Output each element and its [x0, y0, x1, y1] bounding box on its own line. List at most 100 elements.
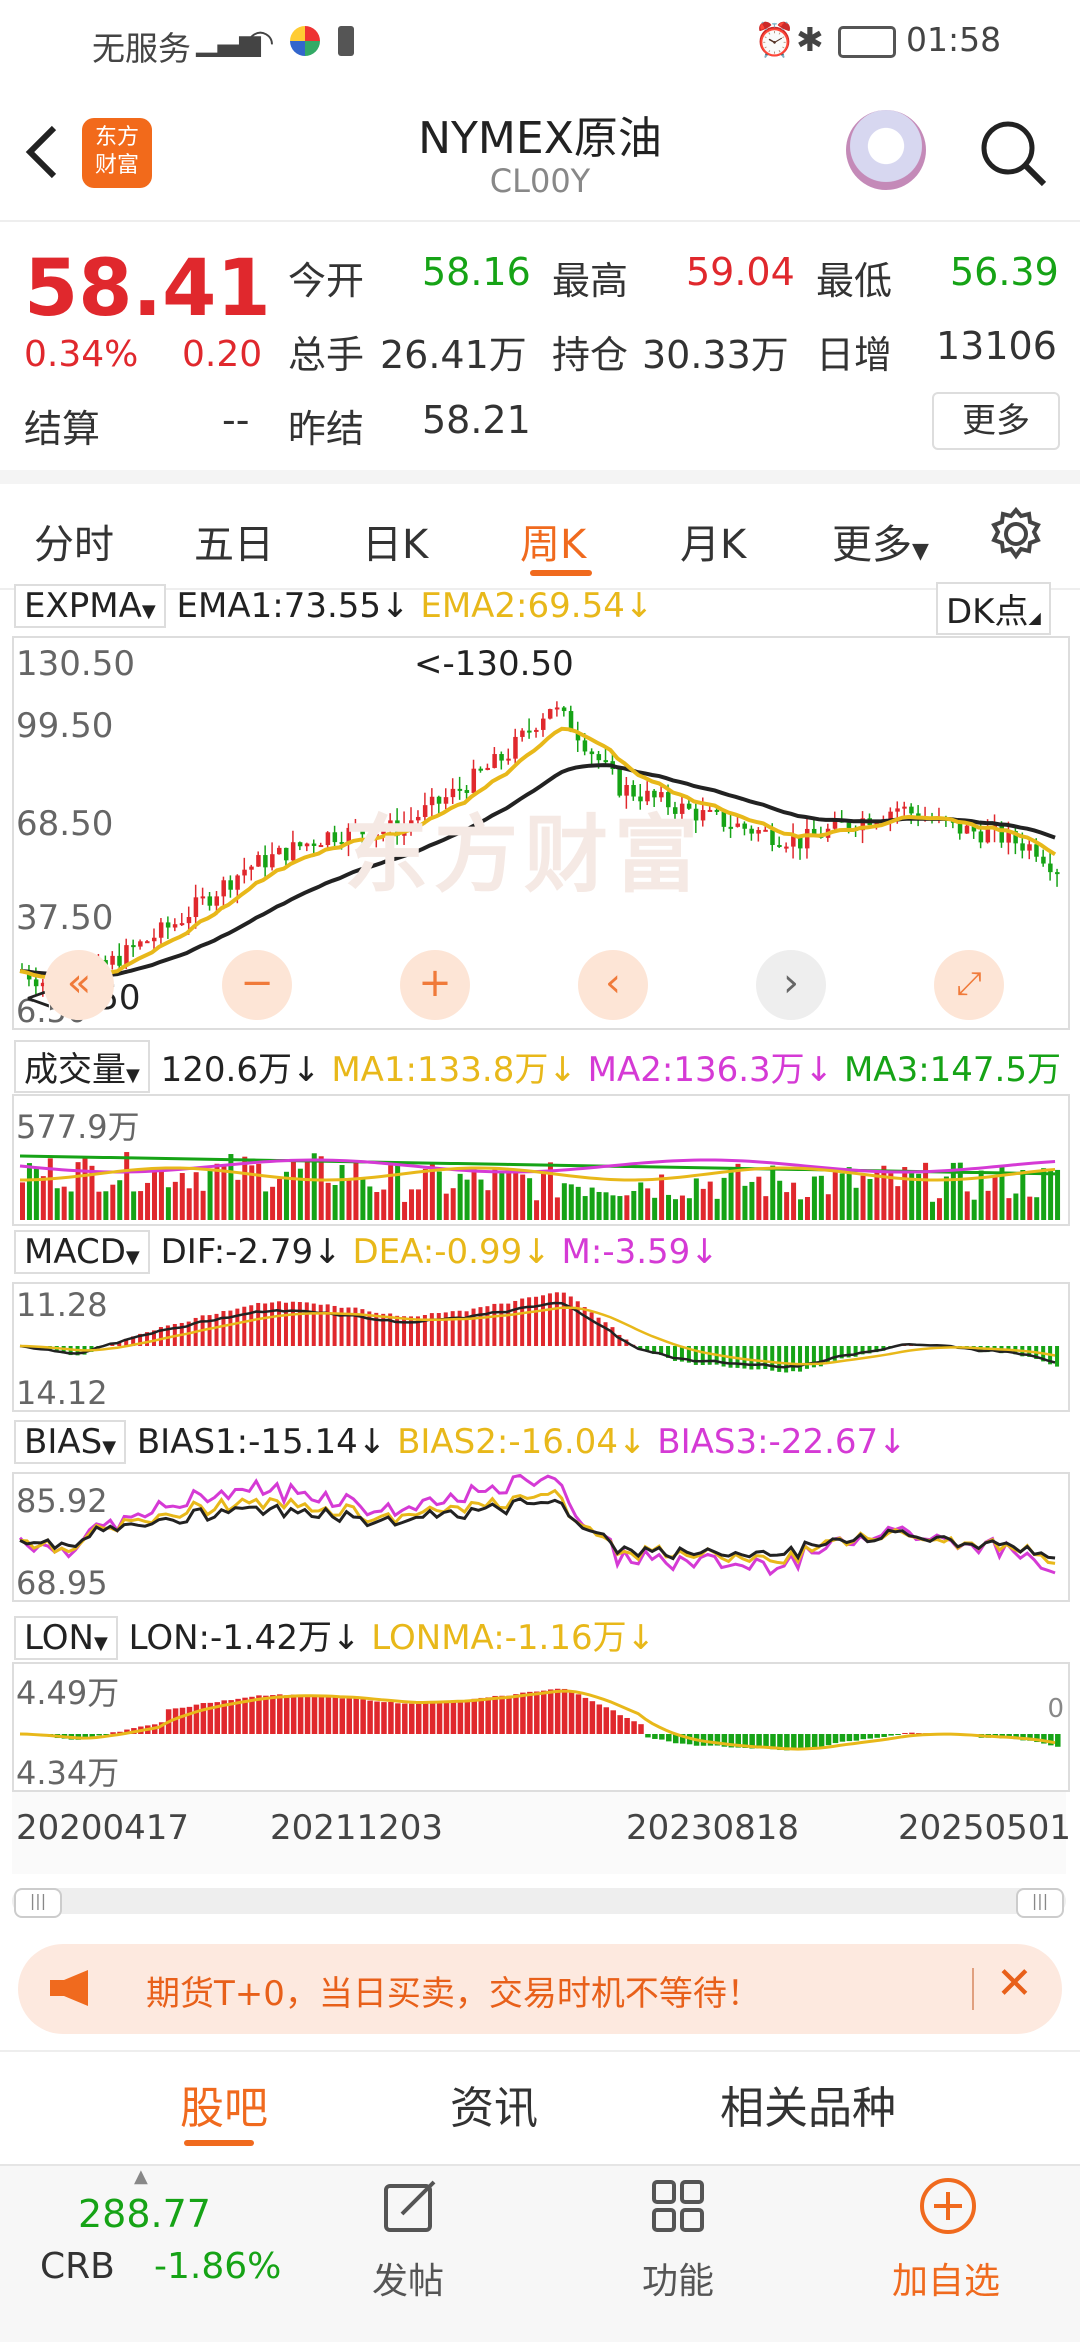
volume-bar	[103, 1191, 108, 1220]
volume-indicator-select[interactable]: 成交量▼	[14, 1040, 150, 1093]
crb-value[interactable]: 288.77	[78, 2192, 211, 2236]
volume-bar	[520, 1175, 525, 1220]
tab-monthly-k[interactable]: 月K	[680, 512, 746, 570]
candle-body	[763, 830, 768, 832]
volume-bar	[881, 1166, 886, 1220]
functions-grid-icon[interactable]	[648, 2176, 708, 2236]
tab-five-day[interactable]: 五日	[194, 512, 274, 570]
volume-bar	[402, 1202, 407, 1220]
lon-bar	[805, 1734, 811, 1748]
volume-bar	[770, 1166, 775, 1220]
lon-zero-label: 0	[1047, 1694, 1064, 1724]
more-button[interactable]: 更多	[932, 392, 1060, 450]
macd-svg	[14, 1284, 1068, 1410]
macd-indicator-select[interactable]: MACD▼	[14, 1230, 150, 1274]
volume-bar	[826, 1194, 831, 1220]
add-watchlist-label[interactable]: 加自选	[892, 2252, 1000, 2304]
robot-assistant-icon[interactable]	[846, 110, 926, 190]
candle-body	[305, 844, 310, 847]
zoom-out-button[interactable]: −	[222, 950, 292, 1020]
lon-bar	[534, 1692, 540, 1734]
volume-bar	[840, 1173, 845, 1220]
candle-body	[986, 830, 991, 843]
lon-bar	[333, 1697, 339, 1734]
lon-bar	[506, 1696, 512, 1734]
bias-indicator-select[interactable]: BIAS▼	[14, 1420, 126, 1464]
lon-bar	[867, 1734, 873, 1739]
range-handle-left[interactable]: |||	[14, 1888, 62, 1918]
lon-bar	[416, 1704, 422, 1734]
caret-down-icon: ▼	[912, 539, 929, 564]
promo-banner[interactable]: 期货T+0，当日买卖，交易时机不等待！ ✕	[18, 1944, 1062, 2034]
tab-more[interactable]: 更多▼	[832, 512, 929, 570]
macd-chart[interactable]: 11.28 14.12	[12, 1282, 1070, 1412]
tab-timeshare[interactable]: 分时	[34, 512, 114, 570]
candle-body	[277, 848, 282, 854]
volume-chart[interactable]: 577.9万	[12, 1094, 1070, 1226]
search-icon[interactable]	[976, 116, 1050, 190]
lon-chart[interactable]: 4.49万 4.34万 0	[12, 1662, 1070, 1792]
macd-bar	[472, 1309, 476, 1346]
lon-indicator-select[interactable]: LON▼	[14, 1616, 118, 1660]
post-label[interactable]: 发帖	[372, 2252, 444, 2304]
scroll-left-fast-button[interactable]: «	[44, 950, 114, 1020]
volume-bar	[416, 1189, 421, 1220]
volume-bar	[451, 1188, 456, 1220]
lon-bar	[569, 1691, 575, 1734]
crb-label[interactable]: CRB	[40, 2246, 115, 2287]
tab-related[interactable]: 相关品种	[720, 2072, 896, 2136]
tab-forum[interactable]: 股吧	[180, 2072, 268, 2136]
volume-bar	[110, 1185, 115, 1220]
volume-bar	[708, 1182, 713, 1220]
dk-point-button[interactable]: DK点◢	[936, 582, 1051, 635]
close-icon[interactable]: ✕	[996, 1958, 1033, 2009]
macd-bar	[263, 1303, 267, 1346]
date-label-2: 20211203	[270, 1808, 443, 1848]
fullscreen-button[interactable]: ⤢	[934, 950, 1004, 1020]
volume-bar	[617, 1196, 622, 1220]
volume-bar	[694, 1178, 699, 1220]
volume-bar	[367, 1186, 372, 1220]
edit-post-icon[interactable]	[380, 2176, 440, 2236]
volume-bar	[541, 1171, 546, 1220]
tab-daily-k[interactable]: 日K	[362, 512, 428, 570]
macd-bar	[798, 1346, 802, 1372]
range-handle-right[interactable]: |||	[1016, 1888, 1064, 1918]
volume-bar	[965, 1191, 970, 1220]
add-watchlist-icon[interactable]	[916, 2174, 980, 2238]
crb-change[interactable]: -1.86%	[154, 2246, 281, 2287]
lon-bar	[610, 1710, 616, 1734]
scroll-right-button[interactable]: ›	[756, 950, 826, 1020]
range-slider[interactable]: ||| |||	[12, 1888, 1066, 1914]
candle-body	[1034, 844, 1039, 856]
candle-body	[284, 848, 289, 860]
lon-bar	[256, 1695, 262, 1734]
low-label: 最低	[816, 250, 892, 305]
functions-label[interactable]: 功能	[642, 2252, 714, 2304]
volume-bar	[215, 1164, 220, 1220]
kline-indicator-select[interactable]: EXPMA▼	[14, 584, 166, 628]
volume-bar	[722, 1178, 727, 1220]
y-label-99: 99.50	[16, 706, 113, 746]
scroll-left-button[interactable]: ‹	[578, 950, 648, 1020]
volume-bar	[652, 1198, 657, 1220]
zoom-in-button[interactable]: +	[400, 950, 470, 1020]
high-label: 最高	[552, 250, 628, 305]
bias-chart[interactable]: 85.92 68.95	[12, 1472, 1070, 1602]
lon-bar	[520, 1693, 526, 1734]
volume-bar	[742, 1186, 747, 1220]
settings-gear-icon[interactable]	[988, 506, 1044, 562]
lon-bar	[194, 1705, 200, 1734]
lon-bar	[298, 1695, 304, 1734]
tab-news[interactable]: 资讯	[450, 2072, 538, 2136]
tab-weekly-k[interactable]: 周K	[520, 512, 586, 570]
lon-bar	[617, 1715, 623, 1734]
arrow-down-icon: ↓	[548, 1050, 577, 1090]
candle-body	[319, 845, 324, 847]
kline-header: EXPMA▼ EMA1:73.55↓ EMA2:69.54↓	[14, 584, 653, 628]
macd-bar	[319, 1305, 323, 1346]
kline-chart[interactable]: 东方财富 130.50 99.50 68.50 37.50 6.50 <-130…	[12, 636, 1070, 1030]
candle-body	[555, 707, 560, 709]
macd-top-label: 11.28	[16, 1286, 108, 1324]
bias3-line	[20, 1475, 1055, 1574]
